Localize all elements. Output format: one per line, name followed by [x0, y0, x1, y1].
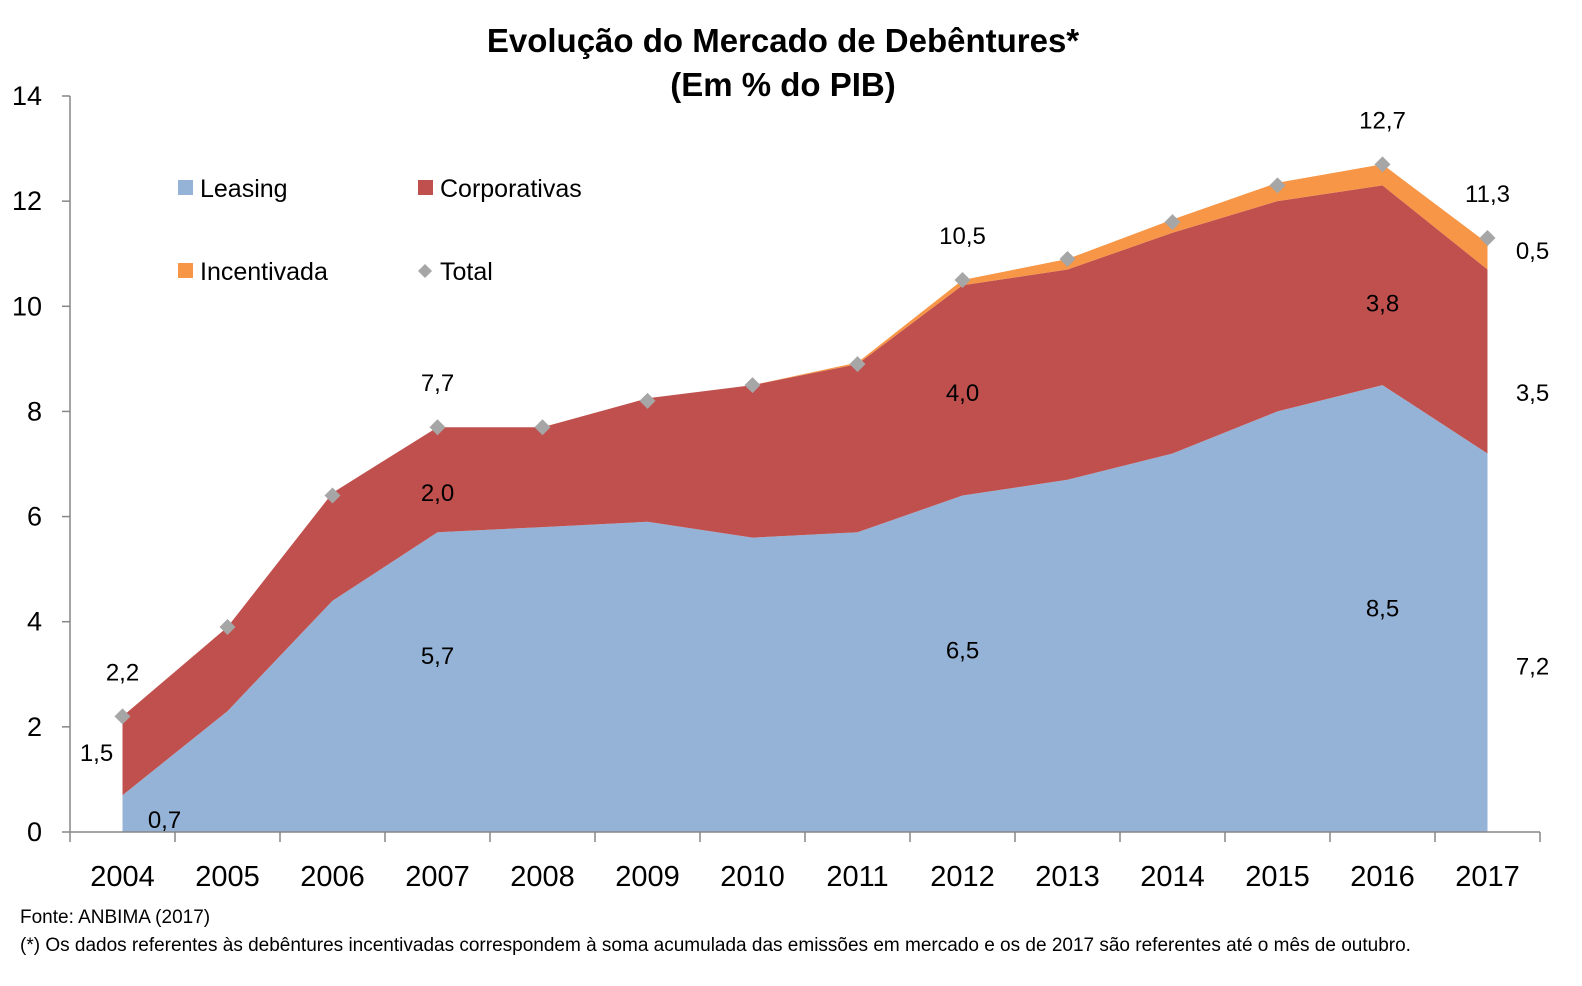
legend: Leasing Corporativas Incentivada Total — [178, 175, 582, 286]
total-marker — [324, 487, 341, 504]
y-tick-label: 2 — [27, 712, 42, 742]
total-marker — [1164, 214, 1181, 231]
data-label-corporativas-2007: 2,0 — [421, 480, 454, 507]
y-tick-label: 12 — [12, 186, 42, 216]
axes: 0 2 4 6 8 10 12 14 2004 2005 2006 2007 2008 2009 2010 2… — [12, 81, 1541, 893]
y-tick-label: 0 — [27, 817, 42, 847]
stacked-areas — [122, 164, 1488, 832]
total-marker — [639, 392, 656, 409]
legend-label-leasing: Leasing — [200, 175, 288, 203]
data-label-leasing-2017: 7,2 — [1516, 653, 1549, 680]
total-marker — [744, 377, 761, 394]
total-marker — [429, 419, 446, 436]
area-chart: Evolução do Mercado de Debêntures* (Em %… — [12, 22, 1549, 893]
data-label-leasing-2016: 8,5 — [1366, 595, 1399, 622]
y-tick-label: 4 — [27, 607, 42, 637]
data-label-corporativas-2016: 3,8 — [1366, 291, 1399, 318]
total-marker — [1059, 250, 1076, 267]
chart-subtitle: (Em % do PIB) — [670, 66, 896, 103]
x-tick-label: 2014 — [1140, 861, 1205, 893]
y-tick-label: 10 — [12, 291, 42, 321]
total-marker — [1374, 156, 1391, 173]
legend-label-total: Total — [440, 258, 493, 286]
legend-swatch-incentivada — [178, 263, 193, 278]
x-tick-label: 2007 — [405, 861, 470, 893]
legend-swatch-leasing — [178, 180, 193, 195]
x-tick-label: 2006 — [300, 861, 365, 893]
y-tick-label: 6 — [27, 502, 42, 532]
data-label-corporativas-2017: 3,5 — [1516, 380, 1549, 407]
total-marker — [1479, 229, 1496, 246]
data-label-incentivada-2017: 0,5 — [1516, 238, 1549, 265]
data-label-total-2016: 12,7 — [1359, 107, 1406, 134]
y-tick-label: 8 — [27, 396, 42, 426]
x-tick-label: 2012 — [930, 861, 995, 893]
legend-label-corporativas: Corporativas — [440, 175, 582, 203]
total-marker — [954, 272, 971, 288]
x-tick-label: 2010 — [720, 861, 785, 893]
data-label-total-2012: 10,5 — [939, 223, 986, 250]
chart-title: Evolução do Mercado de Debêntures* — [487, 22, 1079, 59]
data-label-total-2007: 7,7 — [421, 370, 454, 397]
data-label-leasing-2004: 0,7 — [148, 807, 181, 834]
data-label-corporativas-2012: 4,0 — [946, 380, 979, 407]
x-tick-label: 2017 — [1455, 861, 1520, 893]
total-marker — [534, 419, 551, 436]
data-labels: 2,2 1,5 0,7 7,7 2,0 5,7 10,5 4,0 6,5 12,7 3,8 8,5 11… — [80, 107, 1549, 834]
x-tick-label: 2004 — [90, 861, 155, 893]
legend-swatch-total — [418, 264, 432, 278]
x-tick-label: 2011 — [826, 861, 888, 893]
data-label-leasing-2007: 5,7 — [421, 643, 454, 670]
source-note: Fonte: ANBIMA (2017) — [20, 907, 211, 928]
total-marker — [849, 356, 866, 373]
legend-label-incentivada: Incentivada — [200, 258, 328, 286]
total-marker — [1269, 177, 1286, 194]
data-label-corporativas-2004: 1,5 — [80, 740, 113, 767]
data-label-total-2004: 2,2 — [106, 659, 139, 686]
footnote: (*) Os dados referentes às debêntures in… — [20, 935, 1411, 956]
data-label-leasing-2012: 6,5 — [946, 638, 979, 665]
area-corporativas — [122, 185, 1488, 796]
area-leasing — [122, 385, 1488, 832]
x-tick-label: 2013 — [1035, 861, 1100, 893]
y-tick-label: 14 — [12, 81, 42, 111]
x-tick-label: 2016 — [1350, 861, 1415, 893]
legend-swatch-corporativas — [418, 180, 433, 195]
total-markers — [114, 156, 1496, 725]
x-tick-label: 2015 — [1245, 861, 1310, 893]
total-marker — [114, 708, 131, 725]
data-label-total-2017: 11,3 — [1465, 181, 1510, 208]
total-marker — [219, 618, 236, 635]
x-tick-label: 2005 — [195, 861, 260, 893]
x-tick-label: 2008 — [510, 861, 575, 893]
x-tick-label: 2009 — [615, 861, 680, 893]
